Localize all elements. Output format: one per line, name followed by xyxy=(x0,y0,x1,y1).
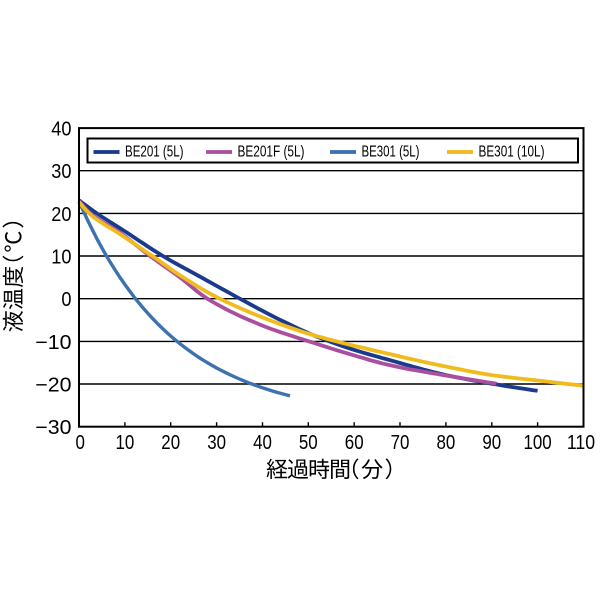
svg-text:BE201F (5L): BE201F (5L) xyxy=(238,144,305,161)
svg-text:−20: −20 xyxy=(35,374,71,396)
svg-text:30: 30 xyxy=(207,431,226,454)
svg-text:100: 100 xyxy=(524,431,552,454)
svg-text:−10: −10 xyxy=(35,332,71,354)
svg-text:30: 30 xyxy=(51,161,71,183)
svg-text:40: 40 xyxy=(253,431,272,454)
svg-text:50: 50 xyxy=(299,431,318,454)
svg-text:90: 90 xyxy=(482,431,501,454)
svg-text:20: 20 xyxy=(161,431,180,454)
svg-text:0: 0 xyxy=(76,431,85,454)
svg-text:110: 110 xyxy=(567,431,595,454)
svg-text:70: 70 xyxy=(391,431,410,454)
svg-text:60: 60 xyxy=(345,431,364,454)
svg-text:BE301 (5L): BE301 (5L) xyxy=(362,144,420,161)
svg-text:40: 40 xyxy=(51,119,71,141)
svg-text:0: 0 xyxy=(61,289,71,311)
svg-text:80: 80 xyxy=(437,431,456,454)
svg-text:BE301 (10L): BE301 (10L) xyxy=(479,144,545,161)
svg-text:10: 10 xyxy=(51,246,71,268)
svg-text:−30: −30 xyxy=(35,417,71,439)
svg-text:BE201 (5L): BE201 (5L) xyxy=(125,144,184,161)
svg-text:10: 10 xyxy=(116,431,135,454)
svg-text:20: 20 xyxy=(51,204,71,226)
